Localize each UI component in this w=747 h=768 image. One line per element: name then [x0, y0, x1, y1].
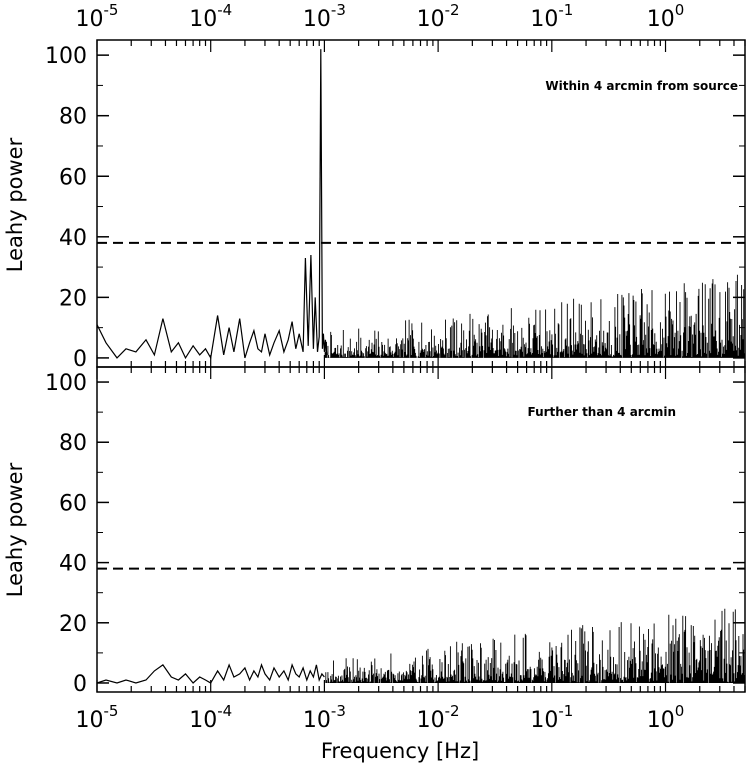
x-tick-exponent: -4 — [217, 1, 232, 19]
x-tick-exponent: -1 — [558, 1, 573, 19]
x-axis-title: Frequency [Hz] — [321, 739, 479, 763]
y-tick-label: 0 — [73, 672, 87, 697]
x-tick-base: 10 — [530, 7, 558, 32]
x-tick-label: 10-2 — [417, 702, 460, 733]
x-tick-base: 10 — [303, 7, 331, 32]
x-tick-base: 10 — [189, 708, 217, 733]
x-tick-exponent: -2 — [445, 702, 460, 720]
annotation-top: Within 4 arcmin from source — [545, 79, 738, 93]
x-tick-exponent: -4 — [217, 702, 232, 720]
x-tick-base: 10 — [647, 708, 675, 733]
y-tick-label: 80 — [59, 431, 87, 456]
x-tick-base: 10 — [530, 708, 558, 733]
x-tick-label: 100 — [647, 702, 685, 733]
x-tick-exponent: -3 — [331, 1, 346, 19]
x-tick-label: 10-5 — [76, 702, 119, 733]
y-tick-label: 0 — [73, 347, 87, 372]
y-tick-label: 100 — [45, 44, 87, 69]
x-tick-label: 10-5 — [76, 1, 119, 32]
x-tick-exponent: -5 — [104, 702, 119, 720]
x-tick-label: 10-3 — [303, 702, 346, 733]
y-tick-label: 100 — [45, 371, 87, 396]
x-tick-label: 10-3 — [303, 1, 346, 32]
x-tick-base: 10 — [303, 708, 331, 733]
noise-spikes — [323, 608, 745, 683]
y-tick-label: 60 — [59, 165, 87, 190]
x-tick-base: 10 — [189, 7, 217, 32]
y-tick-label: 60 — [59, 491, 87, 516]
y-axis-title-top: Leahy power — [3, 137, 27, 272]
x-tick-label: 10-4 — [189, 702, 232, 733]
series-line — [96, 49, 328, 360]
series-bottom — [96, 608, 745, 684]
noise-spikes — [323, 274, 745, 358]
x-tick-label: 10-2 — [417, 1, 460, 32]
x-tick-exponent: -2 — [445, 1, 460, 19]
y-tick-label: 80 — [59, 105, 87, 130]
x-tick-base: 10 — [417, 7, 445, 32]
x-tick-label: 100 — [647, 1, 685, 32]
x-tick-exponent: -3 — [331, 702, 346, 720]
series-top — [96, 49, 745, 360]
annotation-bottom: Further than 4 arcmin — [528, 405, 677, 419]
x-tick-exponent: -5 — [104, 1, 119, 19]
x-tick-label: 10-1 — [530, 702, 573, 733]
x-tick-label: 10-4 — [189, 1, 232, 32]
y-tick-label: 40 — [59, 552, 87, 577]
x-tick-base: 10 — [647, 7, 675, 32]
x-tick-base: 10 — [76, 7, 104, 32]
series-line — [96, 663, 325, 684]
y-axis-title-bottom: Leahy power — [3, 462, 27, 597]
x-tick-base: 10 — [76, 708, 104, 733]
x-tick-label: 10-1 — [530, 1, 573, 32]
y-tick-label: 40 — [59, 226, 87, 251]
x-tick-exponent: 0 — [675, 1, 685, 19]
x-tick-exponent: -1 — [558, 702, 573, 720]
y-tick-label: 20 — [59, 286, 87, 311]
x-tick-exponent: 0 — [675, 702, 685, 720]
y-tick-label: 20 — [59, 612, 87, 637]
x-tick-base: 10 — [417, 708, 445, 733]
